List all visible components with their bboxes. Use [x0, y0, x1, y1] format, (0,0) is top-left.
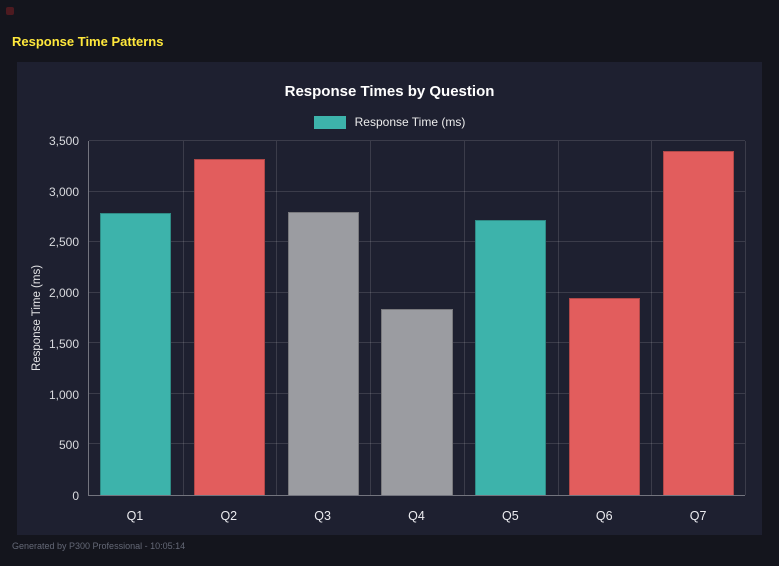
y-tick-label: 2,500: [48, 235, 79, 250]
legend-label: Response Time (ms): [354, 115, 466, 129]
bar-slot-Q5: [464, 141, 558, 495]
bar-Q2: [193, 159, 266, 495]
bar-Q5: [475, 219, 547, 495]
horizontal-gridline: [89, 291, 745, 293]
plot-area: [88, 140, 746, 496]
x-axis-label-Q3: Q3: [314, 509, 331, 523]
x-axis-label-Q1: Q1: [126, 509, 144, 523]
footer-text: Generated by P300 Professional - 10:05:1…: [12, 541, 186, 551]
x-axis-labels: Q1 Q2 Q3 Q4 Q5 Q6 Q7: [88, 509, 745, 527]
vertical-gridline: [182, 141, 184, 495]
horizontal-gridline: [89, 140, 745, 141]
vertical-gridline: [745, 141, 746, 495]
bar-slot-Q1: [89, 141, 183, 495]
y-tick-label: 1,000: [48, 387, 79, 402]
legend-color-swatch: [313, 115, 346, 129]
x-axis-label-Q5: Q5: [502, 509, 519, 523]
bar-Q3: [287, 211, 359, 495]
bar-slot-Q3: [276, 141, 370, 495]
chart-title: Response Times by Question: [284, 83, 495, 100]
y-tick-label: 1,500: [48, 336, 79, 351]
y-axis-tick-labels: 0 500 1,000 1,500 2,000 2,500 3,000 3,500: [17, 134, 79, 503]
bar-Q6: [568, 297, 641, 495]
y-tick-label: 500: [58, 438, 79, 453]
horizontal-gridline: [89, 241, 745, 243]
x-axis-label-Q7: Q7: [689, 509, 707, 523]
chart-panel: Response Times by Question Response Time…: [17, 62, 762, 535]
vertical-gridline: [463, 141, 465, 495]
x-axis-label-Q2: Q2: [220, 509, 238, 523]
horizontal-gridline: [89, 190, 745, 192]
window-corner-dot: [6, 7, 14, 15]
bar-Q7: [662, 151, 734, 495]
vertical-gridline: [276, 141, 278, 495]
vertical-gridline: [651, 141, 653, 495]
y-tick-label: 0: [72, 489, 79, 503]
bar-slot-Q4: [370, 141, 464, 495]
bar-Q1: [100, 212, 172, 495]
vertical-gridline: [370, 141, 372, 495]
y-tick-label: 3,000: [48, 184, 79, 199]
bar-series: [89, 141, 745, 495]
chart-legend: Response Time (ms): [17, 115, 762, 129]
bar-Q4: [381, 308, 453, 495]
bar-slot-Q7: [651, 141, 745, 495]
x-axis-label-Q4: Q4: [408, 509, 425, 523]
vertical-gridline: [557, 141, 559, 495]
page-title: Response Time Patterns: [12, 34, 164, 49]
y-tick-label: 2,000: [48, 286, 79, 301]
bar-slot-Q6: [558, 141, 652, 495]
x-axis-label-Q6: Q6: [595, 509, 613, 523]
bar-slot-Q2: [183, 141, 277, 495]
y-tick-label: 3,500: [48, 134, 79, 148]
